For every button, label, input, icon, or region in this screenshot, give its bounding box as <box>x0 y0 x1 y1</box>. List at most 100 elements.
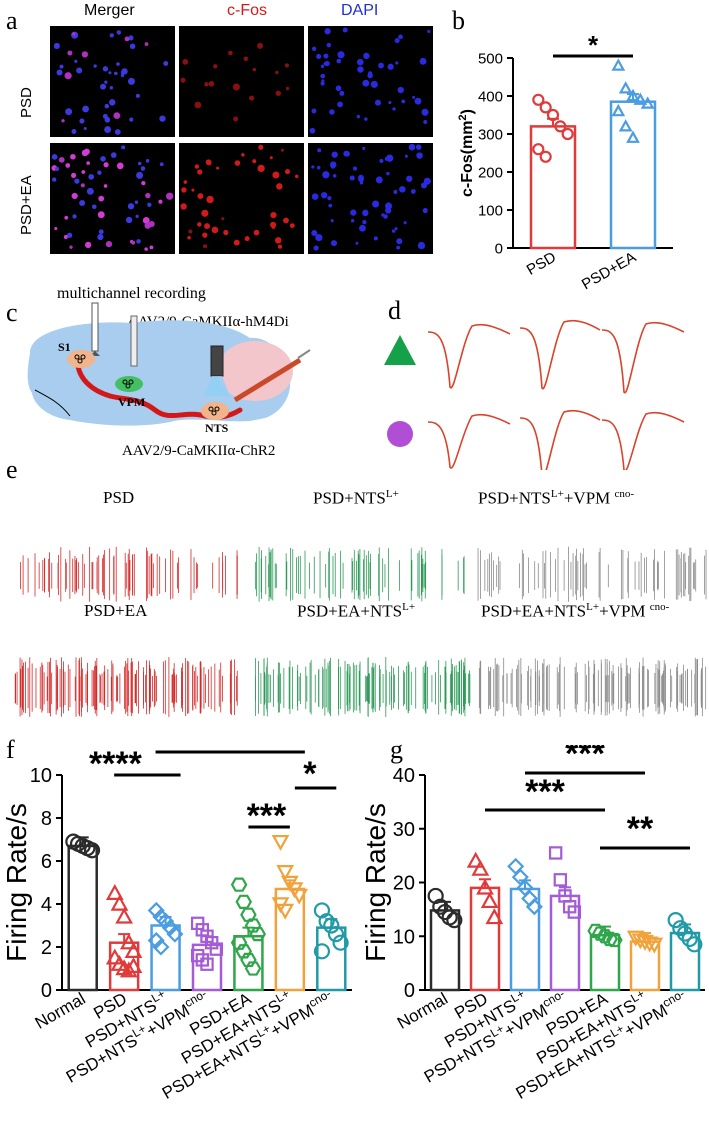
data-point <box>249 926 267 942</box>
cell-spot <box>71 192 78 200</box>
data-point <box>485 908 504 925</box>
cell-spot <box>415 144 422 150</box>
y-tick-label: 0 <box>41 980 52 1002</box>
cell-spot <box>149 245 154 250</box>
cell-spot <box>320 73 326 79</box>
cell-spot <box>204 82 209 87</box>
spike-waveform <box>601 321 685 394</box>
y-tick-label: 10 <box>393 926 415 948</box>
cell-spot <box>423 177 431 185</box>
cell-spot <box>311 46 317 51</box>
data-point <box>276 865 295 882</box>
syringe <box>233 357 302 403</box>
cell-spot <box>274 237 282 244</box>
spike-waveform <box>427 323 511 389</box>
cell-spot <box>69 245 73 249</box>
x-tick-sup: L+ <box>488 1021 507 1040</box>
cell-spot <box>367 72 373 79</box>
cell-spot <box>277 244 283 249</box>
cell-spot <box>232 83 240 91</box>
cell-spot <box>324 60 330 67</box>
cell-spot <box>379 158 384 163</box>
cell-spot <box>63 235 68 239</box>
cell-spot <box>399 186 406 193</box>
cell-spot <box>181 187 187 193</box>
cell-spot <box>352 166 357 171</box>
cell-spot <box>331 151 338 158</box>
data-point <box>318 913 335 930</box>
cell-spot <box>135 214 139 219</box>
cell-spot <box>359 224 366 232</box>
cell-spot <box>342 27 348 33</box>
y-tick-label: 2 <box>41 937 52 959</box>
cell-spot <box>373 236 378 241</box>
cell-spot <box>356 58 364 66</box>
cell-spot <box>258 144 264 150</box>
cell-spot <box>253 229 260 236</box>
bar <box>609 100 657 250</box>
data-point <box>240 952 257 968</box>
cell-spot <box>249 95 255 101</box>
recording-electrode <box>91 302 99 352</box>
cell-spot <box>104 103 110 109</box>
cell-spot <box>191 188 195 192</box>
cell-spot <box>423 120 428 125</box>
cell-spot <box>401 99 406 104</box>
cell-spot <box>355 241 359 245</box>
cell-spot <box>412 95 416 99</box>
cell-spot <box>79 118 85 124</box>
bar <box>191 943 223 992</box>
cell-spot <box>283 217 289 224</box>
y-tick-label: 10 <box>30 765 52 787</box>
cell-spot <box>349 175 355 181</box>
data-point <box>686 936 703 953</box>
cell-spot <box>54 166 60 171</box>
panel-label-b: b <box>452 6 465 35</box>
data-point <box>110 894 129 911</box>
cell-spot <box>76 67 83 74</box>
data-point <box>119 961 138 978</box>
cell-spot <box>309 127 316 134</box>
col-header-dapi: DAPI <box>341 2 379 19</box>
cell-spot <box>136 239 141 244</box>
region-s1: S1 <box>58 340 71 354</box>
cell-spot <box>275 90 281 96</box>
cell-spot <box>201 209 209 217</box>
cell-spot <box>124 36 130 42</box>
cell-spot <box>358 176 364 182</box>
cell-spot <box>114 129 121 135</box>
data-point <box>561 127 574 141</box>
cell-spot <box>394 38 400 44</box>
x-tick-sup: L+ <box>628 986 647 1005</box>
cell-spot <box>280 148 284 152</box>
cell-spot <box>83 148 90 155</box>
cell-spot <box>187 235 191 240</box>
trace-label-psd: PSD <box>103 488 135 507</box>
cell-spot <box>65 163 71 168</box>
cell-spot <box>127 77 135 85</box>
cell-spot <box>271 225 276 229</box>
cell-spot <box>370 80 378 88</box>
cell-spot <box>276 183 283 190</box>
significance-stars: *** <box>247 797 287 835</box>
cell-spot <box>241 153 245 157</box>
data-point <box>124 957 143 974</box>
cell-spot <box>79 199 86 206</box>
significance-stars: * <box>226 745 240 758</box>
cell-spot <box>105 241 113 248</box>
cell-spot <box>275 70 279 75</box>
cell-spot <box>61 119 65 123</box>
data-point <box>244 918 262 933</box>
data-point <box>147 931 165 950</box>
y-axis-label-sup: 2 <box>457 114 469 120</box>
cell-spot <box>92 204 97 209</box>
y-axis-label: Firing Rate/s <box>1 803 32 962</box>
spike-waveform <box>427 413 511 469</box>
cell-spot <box>70 153 76 160</box>
cell-spot <box>82 105 90 113</box>
y-axis-label-end: ) <box>459 109 476 114</box>
data-point <box>313 943 331 960</box>
data-point <box>532 93 545 106</box>
cell-spot <box>141 181 146 186</box>
